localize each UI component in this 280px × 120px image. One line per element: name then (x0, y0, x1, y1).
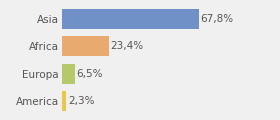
Bar (62, 64, 75, 84)
Text: 67,8%: 67,8% (201, 14, 234, 24)
Bar (62, 36, 109, 56)
Text: 2,3%: 2,3% (68, 96, 94, 106)
Bar (62, 9, 199, 29)
Text: 6,5%: 6,5% (76, 69, 103, 79)
Bar (62, 91, 66, 111)
Text: 23,4%: 23,4% (111, 41, 144, 51)
